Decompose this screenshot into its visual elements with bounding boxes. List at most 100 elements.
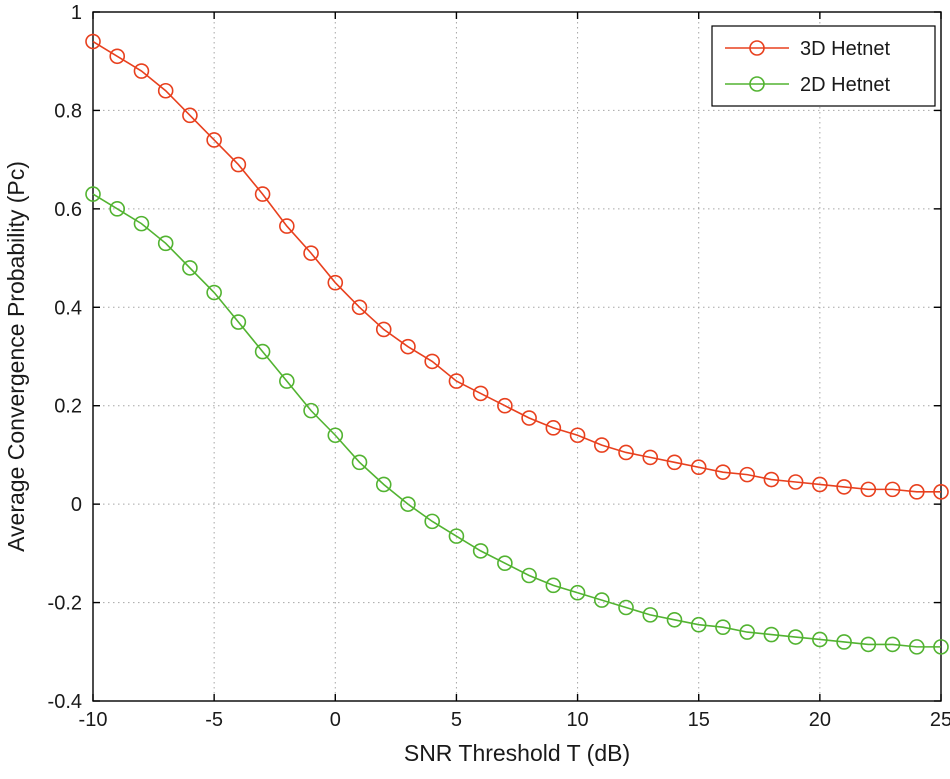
data-point-marker: [472, 543, 489, 559]
data-point-marker: [521, 410, 537, 426]
data-point-marker: [327, 427, 344, 444]
data-point-marker: [109, 48, 126, 65]
series-line: [92, 40, 941, 493]
tick-marks: [92, 11, 942, 702]
series-3d-hetnet: [85, 33, 949, 500]
y-tick-label: -0.2: [48, 593, 82, 615]
x-tick-label: -10: [79, 709, 108, 731]
data-point-marker: [157, 82, 174, 99]
x-tick-label: 10: [566, 709, 588, 731]
data-point-marker: [545, 420, 562, 436]
x-tick-label: 15: [688, 709, 710, 731]
legend-label: 2D Hetnet: [800, 74, 890, 96]
data-point-marker: [254, 343, 271, 360]
data-point-marker: [690, 459, 707, 476]
data-point-marker: [715, 464, 731, 480]
y-tick-label: 0.6: [54, 199, 82, 221]
data-point-marker: [133, 215, 150, 232]
x-axis-title: SNR Threshold T (dB): [404, 740, 630, 766]
y-tick-label: 0: [71, 494, 82, 516]
data-point-marker: [666, 611, 683, 628]
data-point-marker: [763, 626, 780, 643]
axes-frame: [92, 11, 942, 702]
data-point-marker: [593, 592, 610, 608]
data-point-marker: [787, 474, 804, 490]
x-tick-label: 0: [330, 709, 341, 731]
data-point-marker: [618, 599, 634, 616]
data-point-marker: [521, 567, 537, 584]
data-point-marker: [569, 584, 586, 601]
data-point-marker: [85, 33, 101, 50]
data-point-marker: [206, 284, 222, 301]
data-point-marker: [133, 63, 150, 79]
data-point-marker: [424, 513, 441, 530]
data-point-marker: [884, 481, 901, 498]
series-2d-hetnet: [85, 186, 949, 655]
data-point-marker: [327, 274, 344, 291]
data-point-marker: [666, 454, 683, 471]
data-point-marker: [351, 454, 368, 471]
data-point-marker: [642, 449, 659, 466]
data-point-marker: [690, 616, 707, 633]
data-point-marker: [933, 639, 949, 655]
tick-labels: -10 -5 0 5 10 15 20 25 -0.4 -0.2 0 0.2 0.4 0.6 0.8 1: [48, 2, 950, 731]
data-point-marker: [763, 471, 780, 488]
gridlines: [93, 12, 941, 701]
data-point-marker: [400, 496, 416, 512]
data-point-marker: [908, 639, 925, 655]
data-point-marker: [254, 186, 271, 202]
y-tick-label: 0.8: [54, 100, 82, 122]
data-point-marker: [230, 156, 247, 173]
plot-area: [93, 12, 941, 701]
data-point-marker: [472, 385, 489, 402]
data-point-marker: [569, 427, 586, 444]
y-tick-label: -0.4: [48, 691, 82, 713]
y-axis-title: Average Convergence Probability (Pc): [3, 161, 29, 552]
data-point-marker: [182, 260, 198, 276]
data-point-marker: [424, 353, 441, 370]
data-point-marker: [836, 634, 852, 650]
x-tick-label: 20: [809, 709, 831, 731]
data-point-marker: [545, 577, 562, 594]
data-point-marker: [860, 636, 877, 653]
data-point-marker: [375, 476, 392, 493]
data-point-marker: [351, 299, 368, 316]
data-point-marker: [497, 555, 513, 572]
data-point-marker: [448, 373, 465, 389]
data-point-marker: [109, 201, 126, 217]
data-point-marker: [303, 402, 319, 419]
data-point-marker: [157, 235, 174, 252]
x-tick-label: -5: [205, 709, 223, 731]
x-tick-label: 5: [451, 709, 462, 731]
data-point-marker: [279, 373, 295, 389]
data-point-marker: [739, 466, 755, 483]
data-point-marker: [182, 107, 198, 124]
data-point-marker: [85, 186, 101, 202]
data-point-marker: [908, 484, 925, 500]
legend-marker-sample: [749, 76, 765, 92]
data-point-marker: [860, 481, 877, 498]
legend-label: 3D Hetnet: [800, 38, 890, 60]
data-point-marker: [812, 476, 828, 493]
data-point-marker: [812, 631, 828, 648]
y-tick-label: 0.2: [54, 396, 82, 418]
data-point-marker: [836, 479, 852, 495]
legend-box: [711, 25, 936, 107]
data-point-marker: [497, 397, 513, 414]
data-point-marker: [715, 619, 731, 635]
data-point-marker: [448, 528, 465, 544]
data-point-marker: [593, 437, 610, 453]
legend-marker-sample: [749, 40, 765, 56]
data-point-marker: [230, 314, 247, 330]
x-tick-label: 25: [930, 709, 950, 731]
legend-entry-2d-hetnet: 2D Hetnet: [725, 74, 890, 96]
data-point-marker: [375, 321, 392, 338]
data-point-marker: [279, 218, 295, 234]
data-point-marker: [303, 245, 319, 261]
data-point-marker: [206, 132, 222, 148]
data-point-marker: [642, 607, 659, 623]
y-tick-label: 0.4: [54, 297, 82, 319]
data-point-marker: [933, 484, 949, 500]
